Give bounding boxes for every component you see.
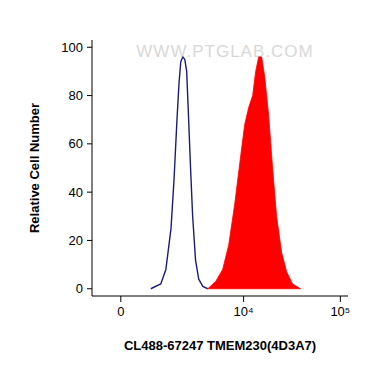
y-tick-label: 60 [69, 136, 83, 151]
histogram-line [151, 57, 208, 289]
x-tick [340, 296, 341, 302]
x-axis [92, 296, 348, 297]
y-tick [87, 47, 92, 48]
watermark: WWW.PTGLAB.COM [136, 42, 313, 61]
x-tick [120, 296, 121, 302]
y-tick-label: 20 [69, 233, 83, 248]
y-axis-label: Relative Cell Number [27, 103, 42, 233]
plot-area [151, 57, 301, 289]
x-tick-label: 10⁴ [234, 304, 254, 319]
y-tick [87, 95, 92, 96]
y-tick [87, 240, 92, 241]
x-tick-label: 0 [117, 304, 124, 319]
y-tick-label: 80 [69, 88, 83, 103]
y-tick-label: 40 [69, 185, 83, 200]
y-tick [87, 192, 92, 193]
y-axis [92, 40, 93, 296]
y-tick [87, 288, 92, 289]
histogram-area [208, 57, 301, 289]
y-tick-label: 0 [76, 281, 83, 296]
chart: WWW.PTGLAB.COM 0 20 40 60 80 100 0 10⁴ 10⁵ CL488-6… [0, 0, 370, 367]
y-tick [87, 143, 92, 144]
x-tick-label: 10⁵ [330, 304, 350, 319]
y-tick-label: 100 [61, 40, 83, 55]
x-axis-label: CL488-67247 TMEM230(4D3A7) [124, 338, 316, 353]
x-tick [243, 296, 244, 302]
